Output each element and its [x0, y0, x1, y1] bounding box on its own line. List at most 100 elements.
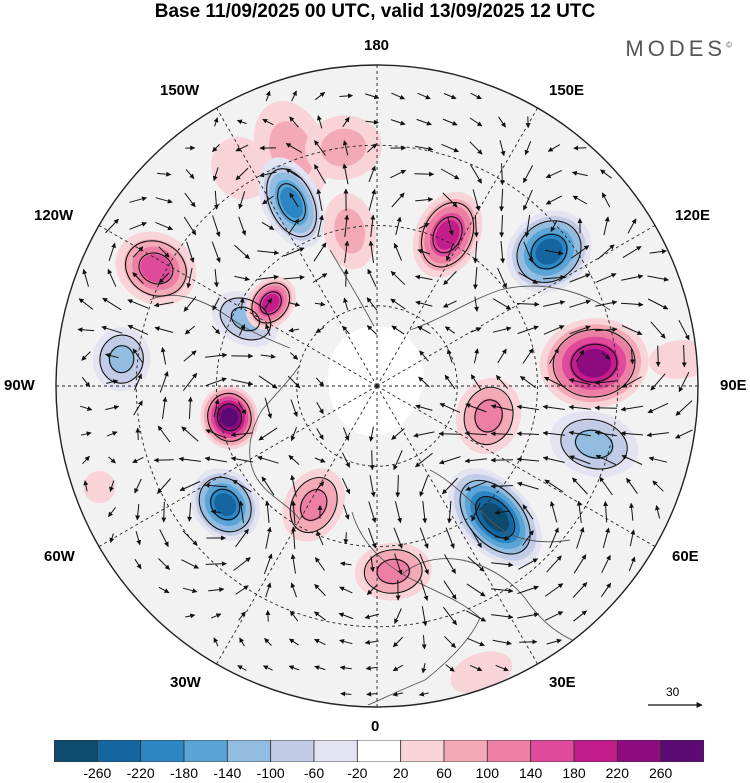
wind-vector	[342, 116, 350, 127]
wind-vector	[602, 527, 610, 549]
wind-vector	[497, 267, 507, 289]
wind-vector	[314, 457, 326, 463]
wind-vector	[205, 429, 227, 439]
wind-vector	[364, 639, 379, 645]
wind-vector	[443, 93, 457, 100]
wind-vector	[232, 479, 252, 493]
wind-vector	[393, 527, 403, 549]
land-outlines	[149, 249, 611, 706]
wind-vector	[133, 400, 143, 416]
wind-vector	[419, 350, 429, 362]
height-contour	[363, 549, 423, 594]
wind-vectors	[77, 90, 693, 697]
wind-vector	[418, 691, 429, 697]
wind-vector	[187, 396, 193, 420]
wind-vector	[629, 529, 636, 547]
wind-vector	[576, 500, 582, 523]
wind-vector	[629, 348, 635, 365]
lon-label-150w: 150W	[160, 82, 200, 99]
wind-vector	[390, 169, 407, 179]
wind-vector	[342, 140, 349, 156]
wind-vector	[572, 477, 588, 495]
height-contour	[108, 345, 135, 374]
wind-vector	[568, 430, 591, 437]
wind-vector	[629, 502, 635, 521]
wind-vector	[83, 480, 89, 492]
anomaly-shade	[140, 254, 172, 283]
wind-vector	[517, 612, 540, 619]
wind-vector	[524, 215, 531, 238]
colorbar-segment	[486, 740, 532, 762]
wind-vector	[184, 192, 196, 208]
wind-vector	[101, 325, 123, 334]
wind-vector	[127, 324, 149, 336]
wind-vector	[290, 399, 298, 417]
wind-vector	[204, 482, 228, 488]
wind-vector	[109, 480, 115, 492]
wind-vector	[78, 298, 94, 310]
wind-vector	[132, 246, 144, 258]
anomaly-shade	[481, 502, 510, 532]
wind-vector	[394, 608, 402, 624]
wind-vector	[569, 299, 591, 308]
wind-vector	[464, 458, 487, 464]
wind-vector	[597, 244, 615, 260]
brand-logo: MODES©	[625, 36, 732, 62]
wind-vector	[105, 353, 119, 359]
wind-vector	[343, 297, 349, 311]
wind-vector	[442, 192, 458, 208]
anomaly-shade	[211, 136, 271, 200]
wind-vector	[317, 115, 323, 129]
brand-copyright: ©	[726, 40, 732, 50]
wind-vector	[213, 117, 219, 127]
wind-vector	[237, 401, 247, 415]
wind-vector	[314, 638, 326, 646]
wind-vector	[518, 558, 539, 570]
wind-vector	[367, 143, 377, 153]
wind-vector	[392, 636, 404, 648]
wind-vector	[415, 145, 434, 152]
wind-vector	[213, 269, 219, 288]
wind-vector	[239, 297, 245, 310]
lon-label-120w: 120W	[34, 207, 74, 224]
height-contour	[99, 334, 144, 384]
wind-vector	[285, 142, 303, 154]
wind-vector	[523, 241, 533, 263]
wind-vector	[108, 507, 116, 517]
colorbar-tick-label: -60	[303, 765, 325, 781]
wind-vector	[187, 502, 193, 522]
wind-vector	[491, 588, 514, 594]
wind-vector	[157, 171, 172, 177]
wind-vector	[522, 530, 534, 546]
wind-vector	[259, 171, 277, 178]
wind-vector	[339, 665, 352, 671]
wind-vector	[342, 163, 349, 185]
wind-vector	[315, 377, 325, 387]
wind-vector	[544, 611, 564, 621]
wind-vector	[464, 431, 488, 437]
wind-vector	[467, 637, 485, 647]
wind-vector	[446, 348, 453, 363]
wind-vector	[627, 218, 637, 234]
wind-vector	[183, 350, 197, 362]
wind-vector	[603, 216, 610, 236]
colorbar-tick-label: 220	[605, 765, 630, 781]
brand-name: MODES	[625, 36, 727, 61]
wind-vector	[184, 325, 196, 335]
wind-vector	[205, 352, 228, 358]
wind-vector	[466, 610, 487, 622]
wind-vector	[647, 275, 669, 282]
wind-vector	[368, 426, 374, 442]
wind-vector	[290, 427, 297, 442]
wind-vector	[341, 452, 351, 468]
wind-vector	[571, 170, 588, 177]
wind-vector	[368, 165, 376, 183]
wind-vector	[283, 247, 305, 257]
wind-vector	[316, 530, 324, 546]
wind-vector	[317, 214, 324, 237]
wind-vector	[490, 431, 514, 437]
colorbar-tick-label: -260	[83, 765, 112, 781]
wind-vector	[573, 610, 587, 622]
height-contour	[300, 489, 328, 521]
wind-vector	[262, 118, 274, 126]
